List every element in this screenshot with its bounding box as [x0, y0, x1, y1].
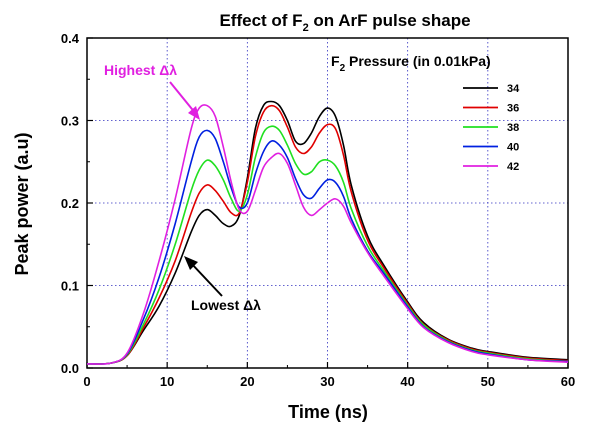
x-tick-label: 30 [320, 374, 334, 389]
legend-label-36: 36 [507, 103, 519, 115]
annotation-lowest-arrow [189, 261, 223, 297]
annotation-lowest-arrowhead [184, 256, 198, 270]
annotation-highest: Highest Δλ [104, 62, 177, 78]
x-tick-label: 40 [400, 374, 414, 389]
legend-title: F2 Pressure (in 0.01kPa) [331, 53, 491, 74]
series-line-34 [86, 100, 569, 365]
y-tick-label: 0.3 [61, 114, 79, 129]
legend-label-34: 34 [507, 83, 520, 95]
x-tick-label: 60 [561, 374, 575, 389]
legend-label-38: 38 [507, 122, 519, 134]
y-axis-label: Peak power (a.u) [12, 132, 32, 275]
x-tick-label: 0 [83, 374, 90, 389]
series-group [86, 100, 569, 365]
x-tick-label: 50 [481, 374, 495, 389]
axis-ticks: 0 10 20 30 40 50 60 0.0 0.1 0.2 0.3 0.4 [61, 31, 575, 389]
y-tick-label: 0.4 [61, 31, 80, 46]
annotation-highest-arrow [169, 81, 197, 115]
y-tick-label: 0.1 [61, 279, 79, 294]
y-tick-label: 0.2 [61, 196, 79, 211]
x-tick-label: 10 [160, 374, 174, 389]
series-line-38 [86, 125, 569, 365]
annotation-lowest: Lowest Δλ [191, 297, 261, 313]
legend-title-subscript: 2 [340, 63, 346, 74]
legend-label-40: 40 [507, 142, 519, 154]
x-tick-label: 20 [240, 374, 254, 389]
series-line-42 [86, 104, 569, 365]
chart-title-subscript: 2 [303, 22, 309, 34]
chart-title: Effect of F2 on ArF pulse shape [219, 11, 470, 34]
annotation-highest-arrowhead [188, 106, 200, 120]
y-tick-label: 0.0 [61, 361, 79, 376]
series-line-40 [86, 129, 569, 365]
legend-label-42: 42 [507, 161, 519, 173]
x-axis-label: Time (ns) [288, 402, 368, 422]
legend: F2 Pressure (in 0.01kPa) 34 36 38 40 42 [331, 53, 520, 173]
series-line-36 [86, 104, 569, 365]
